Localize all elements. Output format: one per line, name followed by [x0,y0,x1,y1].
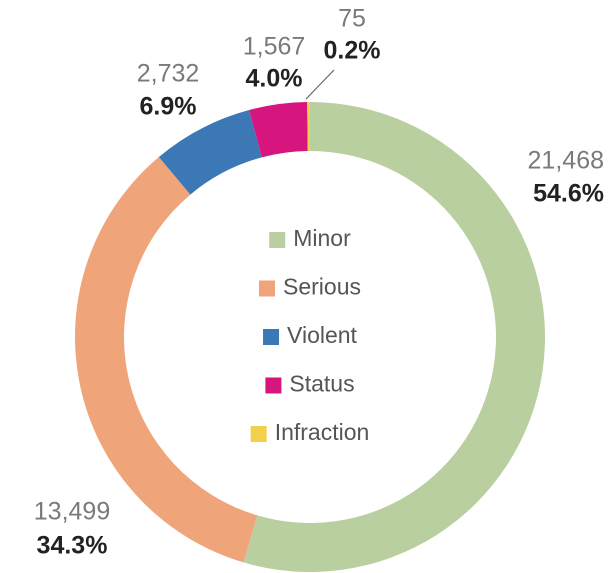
legend-label: Violent [287,322,358,348]
legend-label: Status [289,371,354,397]
value-label: 1,567 [243,33,306,61]
donut-slice [249,102,308,158]
percent-label: 54.6% [533,180,604,208]
percent-label: 4.0% [246,65,303,93]
legend-swatch [263,329,280,345]
donut-slice [75,157,258,563]
legend-swatch [265,377,282,394]
legend-swatch [250,426,267,442]
value-label: 21,468 [528,147,604,175]
donut-slice [158,110,262,195]
value-label: 2,732 [137,60,200,88]
legend-swatch [259,280,276,297]
value-label: 13,499 [34,498,110,526]
percent-label: 34.3% [37,532,108,560]
donut-slice [243,102,546,572]
donut-slice [307,102,310,152]
legend-label: Infraction [275,419,370,445]
legend-label: Serious [283,274,361,300]
percent-label: 0.2% [324,37,381,65]
legend-label: Minor [293,225,351,251]
percent-label: 6.9% [140,93,197,121]
leader-line [305,69,335,100]
legend-swatch [269,232,286,248]
value-label: 75 [338,5,366,33]
